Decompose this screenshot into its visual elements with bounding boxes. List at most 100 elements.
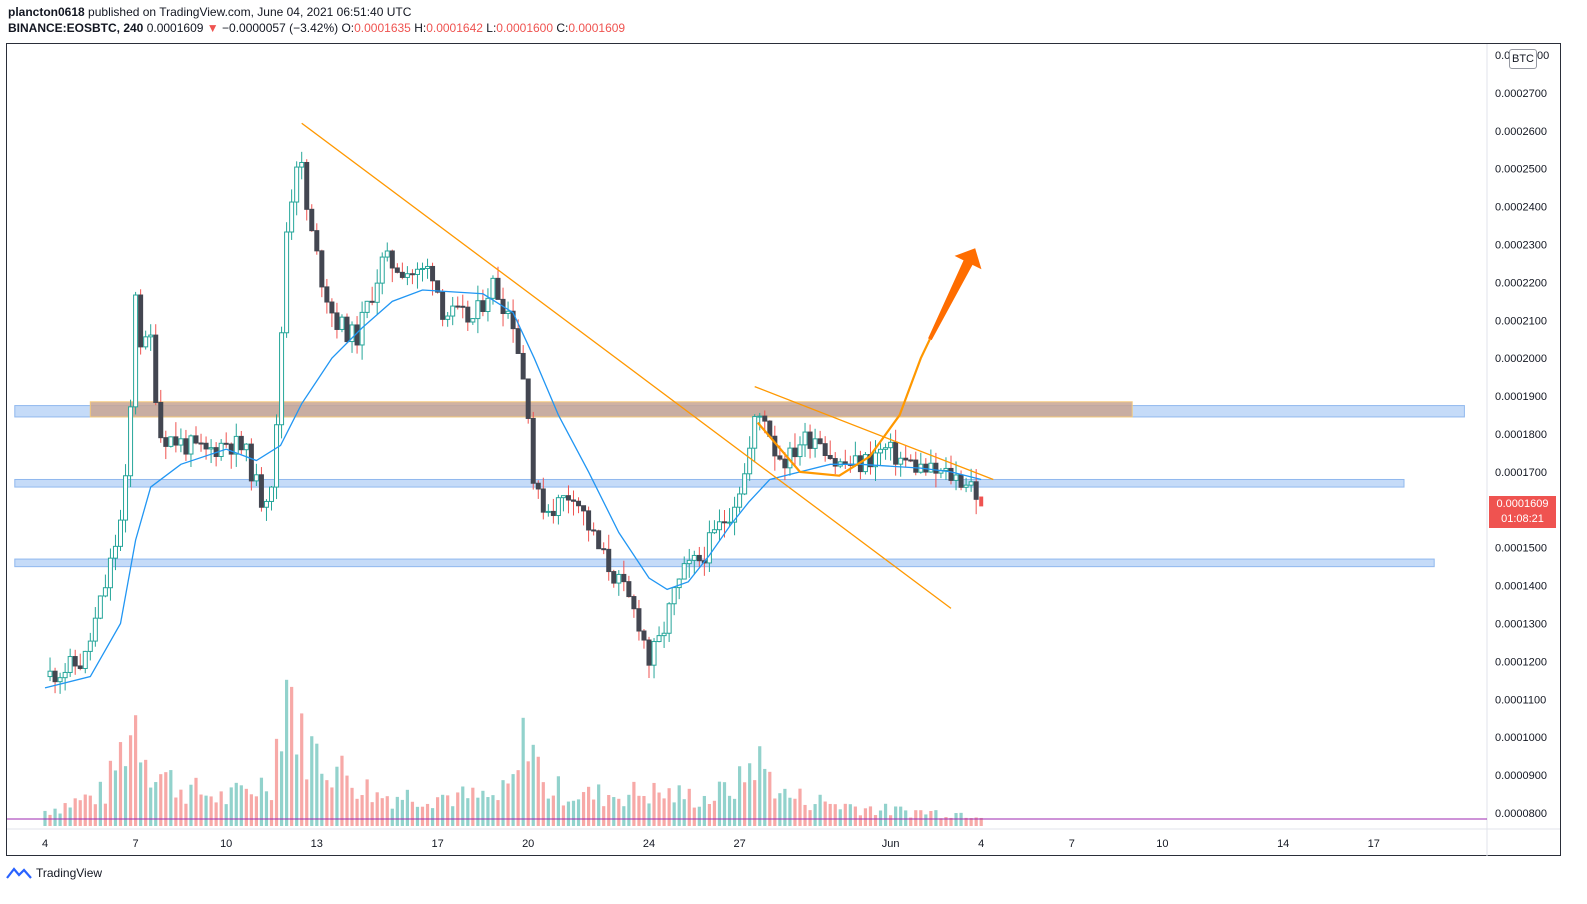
- volume-bar: [622, 806, 626, 826]
- volume-bar: [702, 795, 706, 826]
- price-tick-label: 0.0001700: [1495, 467, 1547, 479]
- candle-body: [827, 455, 833, 460]
- candle-body: [686, 559, 692, 565]
- candle-body: [133, 294, 139, 408]
- volume-bar: [929, 810, 933, 826]
- volume-bar: [219, 791, 223, 826]
- candle-body: [797, 444, 803, 458]
- volume-bar: [909, 817, 913, 826]
- volume-bar: [914, 810, 918, 826]
- publish-info: plancton0618 published on TradingView.co…: [8, 5, 411, 19]
- candle-body: [394, 267, 400, 273]
- volume-bar: [712, 800, 717, 826]
- candle-body: [299, 161, 305, 168]
- volume-bar: [295, 754, 299, 826]
- volume-bar: [285, 679, 289, 826]
- footer-brand: TradingView: [36, 866, 103, 880]
- volume-bar: [98, 781, 102, 826]
- candle-body: [379, 256, 385, 284]
- volume-bar: [380, 798, 384, 826]
- candle-body: [47, 670, 53, 678]
- volume-bar: [446, 795, 450, 826]
- volume-bar: [863, 808, 868, 826]
- volume-bar: [546, 798, 550, 826]
- volume-bar: [778, 793, 782, 826]
- candle-body: [118, 519, 123, 547]
- volume-bar: [924, 814, 928, 826]
- candle-body: [128, 406, 134, 477]
- volume-bar: [154, 782, 158, 826]
- volume-bar: [637, 795, 641, 826]
- candle-body: [384, 250, 390, 258]
- candle-body: [671, 587, 677, 605]
- price-tick-label-top: 0.0: [1495, 50, 1510, 62]
- volume-bar: [174, 797, 178, 826]
- candle-body: [435, 280, 441, 293]
- price-tick-label: 0.0001100: [1495, 694, 1546, 706]
- trendline-0: [301, 122, 952, 609]
- volume-bar: [370, 802, 374, 826]
- time-tick-label: 4: [42, 838, 48, 850]
- candle-body: [77, 665, 83, 669]
- candle-body: [873, 452, 878, 468]
- volume-bar: [717, 781, 722, 826]
- volume-bar: [868, 806, 873, 826]
- candle-body: [485, 297, 491, 312]
- volume-bar: [541, 782, 545, 826]
- symbol-label[interactable]: BINANCE:EOSBTC, 240: [8, 21, 144, 35]
- candle-body: [374, 282, 380, 303]
- volume-bar: [612, 797, 616, 826]
- zone-blue-2: [14, 478, 1405, 488]
- volume-bar: [597, 784, 601, 826]
- candle-body: [862, 454, 868, 473]
- trendline-1: [754, 386, 994, 481]
- volume-bar: [451, 806, 455, 826]
- volume-bar: [159, 774, 163, 826]
- volume-bar: [899, 806, 903, 826]
- candle-body: [555, 497, 561, 517]
- volume-bar: [320, 773, 324, 826]
- volume-bar: [68, 807, 72, 826]
- volume-bar: [783, 788, 787, 826]
- price-tick-label: 0.0002700: [1495, 88, 1547, 100]
- candle-body: [238, 435, 244, 451]
- volume-bar: [571, 800, 576, 826]
- current-price-value: 0.0001609: [1496, 498, 1549, 510]
- price-tick-label: 0.0001500: [1495, 543, 1547, 555]
- candle-body: [309, 208, 315, 232]
- candle-body: [324, 286, 330, 303]
- tradingview-footer[interactable]: TradingView: [6, 866, 102, 880]
- candle-body: [67, 656, 73, 673]
- chart-frame[interactable]: [6, 43, 1561, 856]
- currency-badge[interactable]: BTC: [1509, 49, 1537, 69]
- published-text: published on TradingView.com, June 04, 2…: [88, 5, 412, 19]
- price-tick-label: 0.0001900: [1495, 391, 1547, 403]
- publisher-name[interactable]: plancton0618: [8, 5, 85, 19]
- candle-body: [545, 510, 551, 513]
- candle-body: [138, 294, 144, 348]
- volume-bar: [531, 744, 535, 826]
- candle-body: [777, 455, 783, 460]
- zone-orange-1: [89, 401, 1133, 418]
- volume-bar: [108, 760, 113, 826]
- volume-bar: [768, 771, 772, 826]
- volume-bar: [390, 808, 394, 826]
- candle-body: [933, 462, 939, 474]
- candle-body: [898, 457, 904, 465]
- volume-bar: [234, 782, 238, 826]
- volume-bar: [732, 798, 737, 826]
- candle-body: [727, 521, 733, 524]
- candle-body: [284, 231, 290, 334]
- high-value: 0.0001642: [426, 21, 483, 35]
- volume-bar: [828, 803, 832, 826]
- candle-body: [601, 548, 607, 551]
- low-label: L:: [486, 21, 497, 35]
- candle-body: [480, 300, 486, 312]
- candle-body: [515, 328, 521, 354]
- candle-body: [822, 443, 828, 457]
- volume-bar: [315, 743, 319, 826]
- volume-bar: [738, 766, 742, 826]
- candle-body: [943, 467, 949, 471]
- volume-bar: [969, 818, 973, 826]
